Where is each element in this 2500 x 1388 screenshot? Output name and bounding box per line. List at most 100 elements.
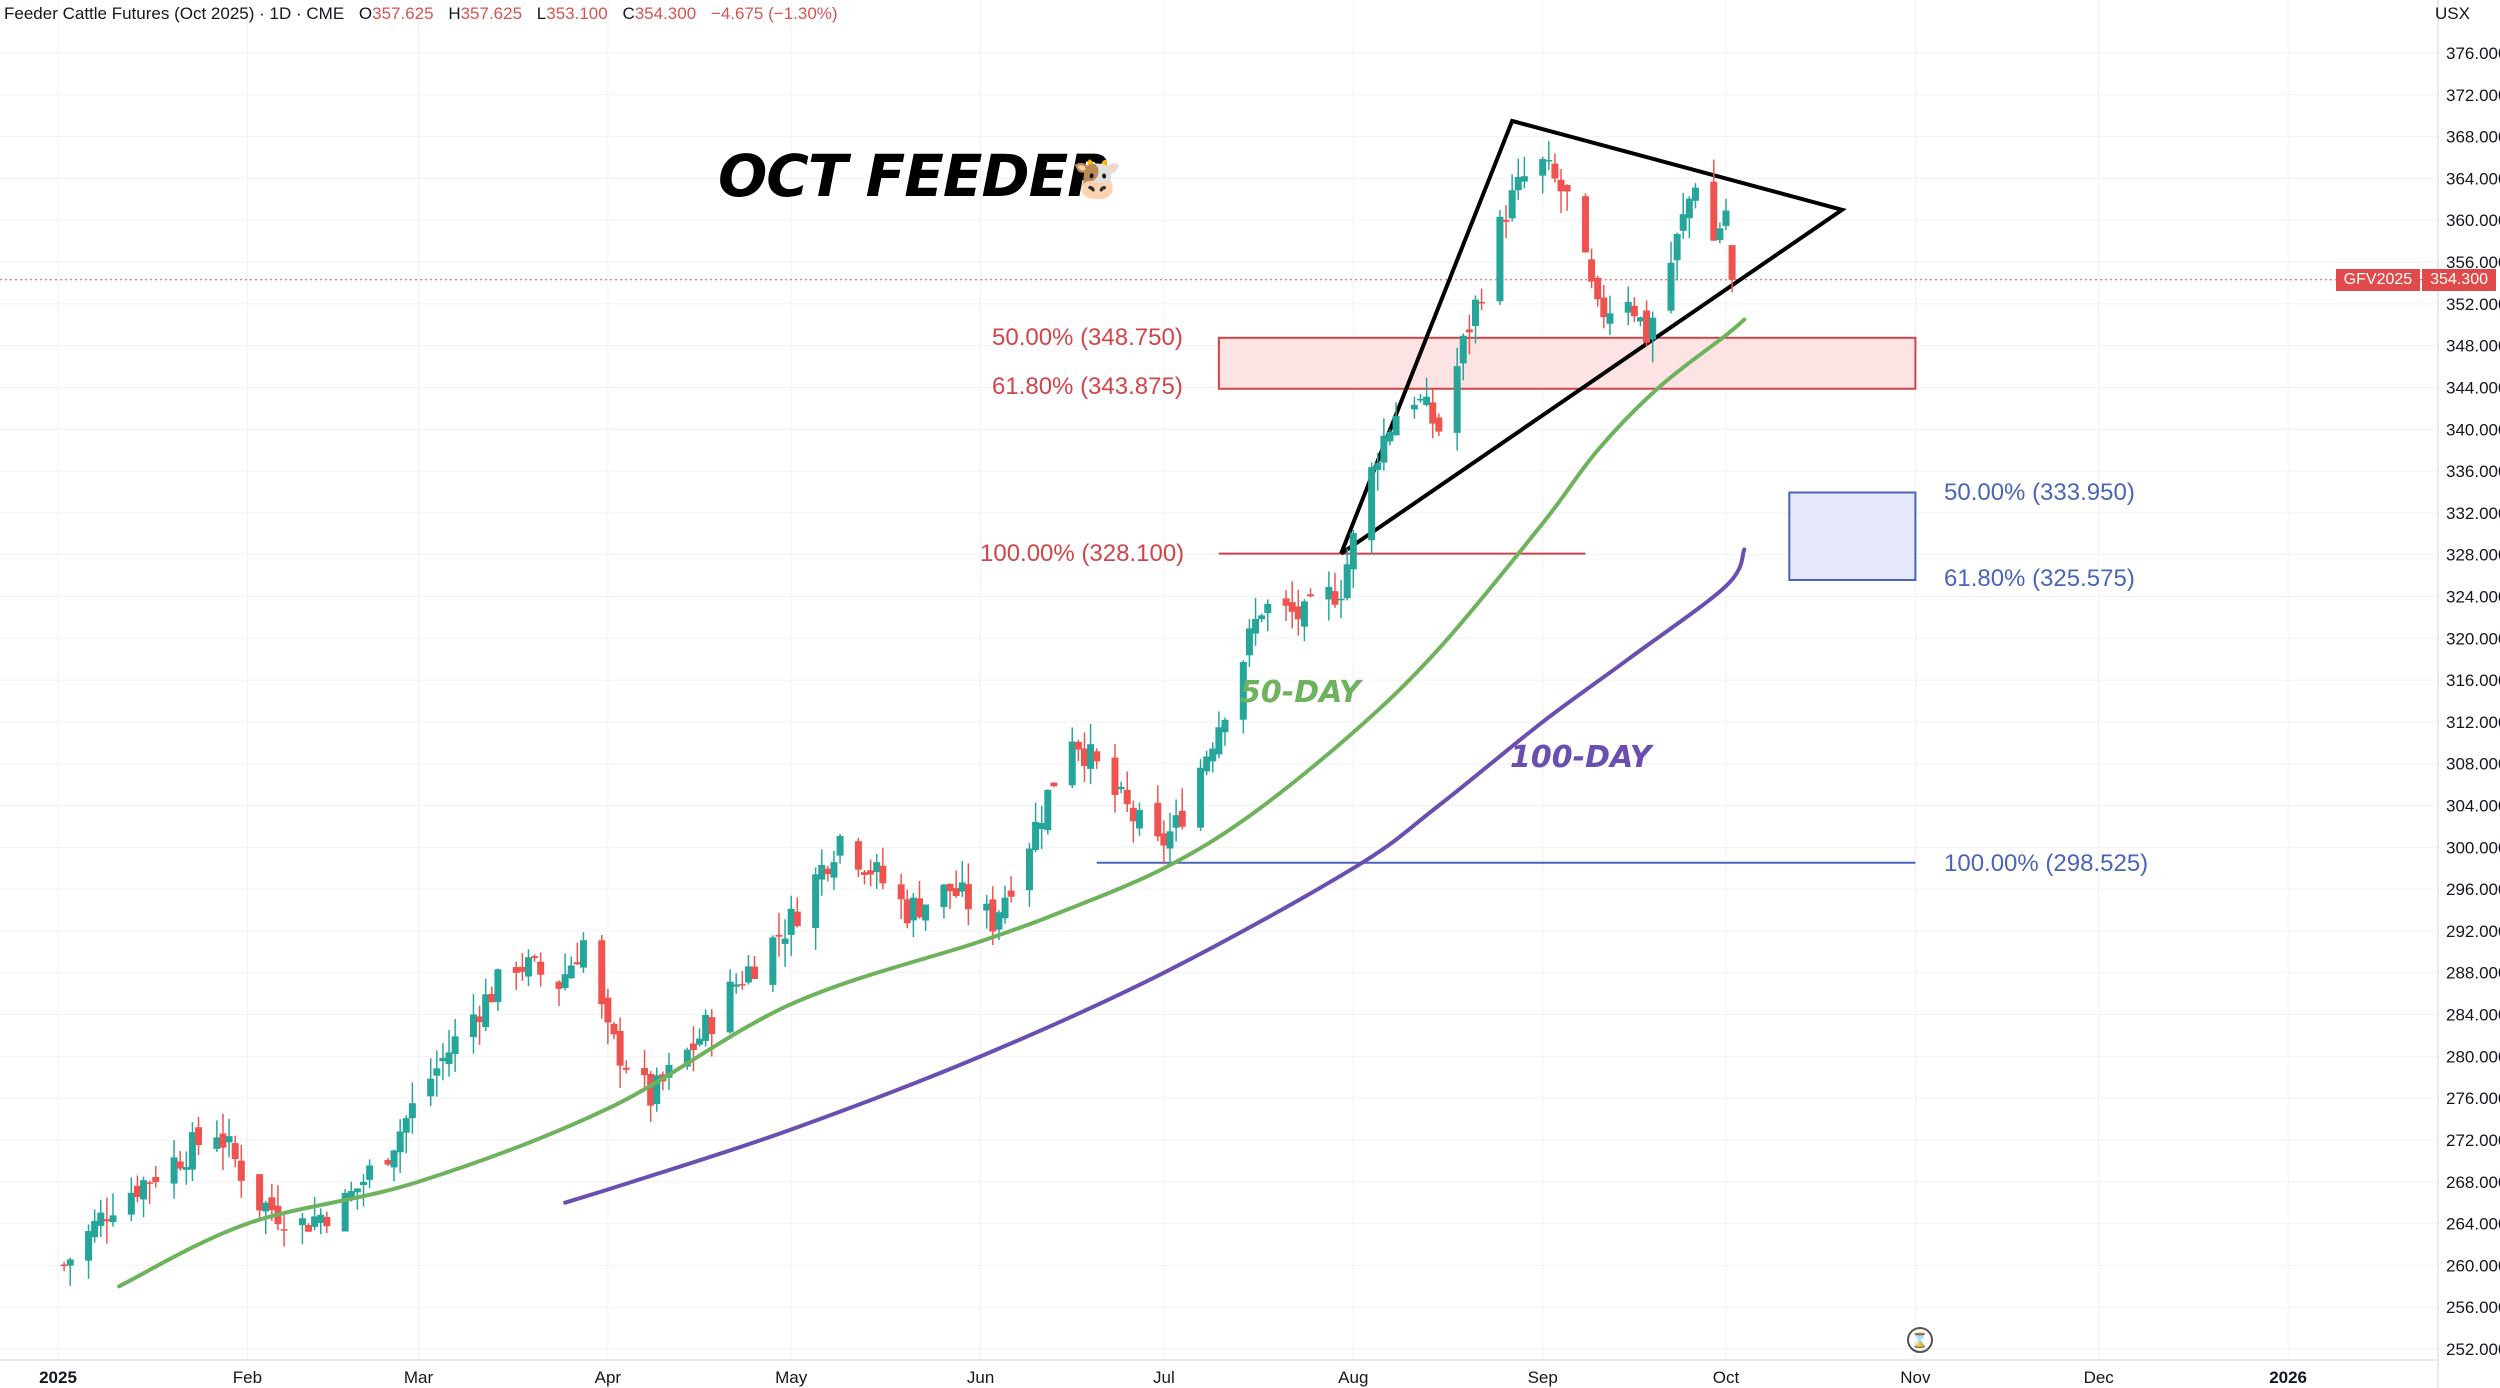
candle-body [280,1229,288,1231]
candle-body [824,868,832,875]
y-tick-label: 308.000 [2446,755,2500,774]
low-label: L [536,4,547,23]
candle-body [1386,432,1394,442]
candle-body [1007,890,1015,897]
fib-red-50: 50.00% (348.750) [992,324,1183,351]
candle-body [170,1157,178,1184]
y-tick-label: 356.000 [2446,253,2500,272]
candle-body [775,934,783,937]
fib-zone-red [1217,336,1917,390]
candle-body [1239,661,1247,720]
candle-body [127,1192,135,1215]
candle-body [152,1176,160,1183]
currency-label[interactable]: USX [2435,4,2470,23]
candle-body [1410,404,1418,410]
candlestick-series [60,141,1736,1286]
candle-body [1349,532,1357,570]
y-tick-label: 344.000 [2446,378,2500,397]
candle-body [1508,190,1516,219]
candle-body [60,1264,68,1266]
candle-body [952,888,960,896]
fib-zone-blue [1788,491,1917,582]
replay-clock-icon[interactable]: ⌛ [1907,1327,1933,1353]
candle-body [524,957,532,977]
candle-body [1624,302,1632,313]
candle-body [653,1075,661,1105]
candle-body [1649,317,1657,340]
y-tick-label: 360.000 [2446,211,2500,230]
ticker-price: 354.300 [2422,268,2496,291]
y-tick-label: 336.000 [2446,462,2500,481]
candle-body [213,1137,221,1149]
candle-body [195,1127,203,1145]
ma100-line [563,547,1747,1205]
candle-body [915,898,923,918]
candle-body [702,1014,710,1041]
y-tick-label: 324.000 [2446,587,2500,606]
candle-body [989,899,997,932]
candle-body [1502,219,1510,222]
candle-body [109,1215,117,1223]
candle-body [476,1016,484,1023]
candle-body [384,1159,392,1165]
candle-body [793,911,801,927]
candle-body [1453,366,1461,433]
y-tick-label: 312.000 [2446,713,2500,732]
candle-body [146,1182,154,1184]
candle-body [1691,187,1699,201]
ma50-line [117,317,1747,1289]
y-tick-label: 304.000 [2446,797,2500,816]
candle-body [1588,259,1596,282]
candle-body [897,884,905,900]
candle-body [573,962,581,965]
candle-body [1545,160,1553,162]
y-tick-label: 364.000 [2446,169,2500,188]
candle-body [983,903,991,911]
candle-body [781,938,789,944]
high-value: 357.625 [460,4,523,23]
candle-body [482,994,490,1028]
candle-body [451,1036,459,1054]
candle-body [85,1231,93,1261]
candle-body [427,1078,435,1097]
y-tick-label: 300.000 [2446,838,2500,857]
candle-body [1178,811,1186,827]
x-tick-label: Nov [1900,1368,1931,1387]
candle-body [1215,727,1223,755]
candle-body [1001,897,1009,919]
x-tick-label: Feb [233,1368,262,1387]
ma100-label: 100-DAY [1510,740,1652,775]
x-tick-label: Oct [1713,1368,1740,1387]
candle-body [1203,756,1211,772]
candle-body [964,884,972,910]
candle-body [1074,741,1082,750]
candle-body [1264,603,1272,614]
candle-body [1636,317,1644,322]
y-tick-label: 280.000 [2446,1047,2500,1066]
y-tick-label: 368.000 [2446,128,2500,147]
candle-body [268,1197,276,1211]
candle-body [1392,415,1400,436]
candle-body [488,993,496,1003]
candle-body [995,912,1003,930]
candle-body [1423,396,1431,406]
y-tick-label: 296.000 [2446,880,2500,899]
candle-body [1563,185,1571,192]
x-tick-label: Apr [595,1368,622,1387]
candle-body [598,940,606,1005]
annotation-title: OCT FEEDER [718,142,1112,210]
candle-body [1087,744,1095,769]
candle-body [298,1218,306,1226]
candle-body [323,1216,331,1227]
candle-body [140,1180,148,1200]
candle-body [665,1064,673,1078]
candle-body [873,862,881,872]
candle-body [1722,210,1730,226]
candle-body [1258,615,1266,620]
y-tick-label: 376.000 [2446,44,2500,63]
candle-body [751,966,759,980]
candle-body [439,1057,447,1062]
y-tick-label: 316.000 [2446,671,2500,690]
candle-body [469,1014,477,1038]
